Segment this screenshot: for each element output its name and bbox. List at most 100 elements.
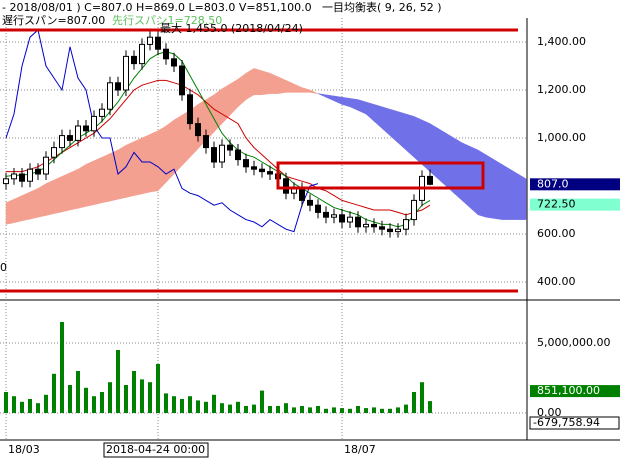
candle-body	[347, 216, 353, 223]
candle-body	[243, 159, 249, 168]
volume-bar	[372, 407, 376, 413]
cloud-segment	[245, 67, 255, 101]
volume-bar	[212, 394, 216, 413]
candle-body	[155, 36, 161, 50]
candle-body	[123, 55, 129, 91]
candle-body	[251, 166, 257, 170]
y-tick-label: 1,000.00	[537, 131, 586, 144]
candle-body	[51, 147, 57, 158]
volume-bar	[164, 393, 168, 413]
cloud-segment	[101, 153, 111, 204]
lagging-span: 遅行スパン=807.00	[2, 14, 105, 27]
cloud-segment	[501, 163, 511, 220]
candle-body	[219, 144, 225, 163]
volume-bar	[172, 396, 176, 413]
volume-bar	[92, 396, 96, 413]
volume-bar	[204, 401, 208, 413]
cloud-segment	[405, 113, 415, 158]
candle-body	[115, 82, 121, 91]
candle-body	[379, 226, 385, 230]
volume-bar	[140, 379, 144, 413]
span-price-label-box	[530, 198, 620, 211]
volume-bar	[428, 401, 432, 413]
cloud-segment	[141, 134, 151, 195]
volume-bar	[100, 392, 104, 413]
candle-body	[75, 125, 81, 141]
candle-body	[27, 168, 33, 182]
candle-body	[195, 123, 201, 137]
volume-bar	[404, 404, 408, 413]
candle-body	[163, 48, 169, 60]
volume-bar	[260, 390, 264, 413]
leading-span: 先行スパン1=728.50	[112, 14, 222, 27]
cloud-segment	[509, 168, 519, 220]
candle-body	[403, 219, 409, 230]
volume-bar	[180, 399, 184, 413]
drawn-box	[276, 161, 485, 190]
volume-bar	[132, 371, 136, 413]
x-tick-label: 2018-04-24 00:00	[106, 443, 205, 456]
candle-body	[371, 223, 377, 228]
volume-bar	[324, 408, 328, 413]
candle-body	[395, 228, 401, 233]
candle-body	[227, 144, 233, 151]
cloud-segment	[309, 89, 319, 94]
cloud-segment	[253, 68, 263, 96]
candle-body	[331, 214, 337, 218]
cloud-segment	[469, 146, 479, 216]
cloud-segment	[453, 137, 463, 201]
last-price-label-box	[530, 178, 620, 191]
cloud-segment	[269, 72, 279, 94]
y-tick-label: 400.00	[537, 275, 576, 288]
volume-bar	[364, 408, 368, 413]
candle-body	[339, 214, 345, 223]
volume-bar	[236, 401, 240, 413]
cloud-segment	[173, 114, 183, 175]
volume-bar	[36, 403, 40, 413]
cloud-segment	[93, 156, 103, 206]
volume-bar	[220, 403, 224, 413]
last-volume-label: 851,100.00	[537, 384, 600, 397]
candle-body	[187, 94, 193, 125]
candle-body	[19, 173, 25, 182]
cloud-segment	[13, 195, 23, 224]
last-volume-label-box	[530, 385, 620, 398]
cloud-segment	[53, 176, 63, 214]
cloud-segment	[517, 173, 527, 220]
candle-body	[307, 199, 313, 206]
volume-bar	[228, 404, 232, 413]
cloud-segment	[77, 163, 87, 209]
y-tick-label: 600.00	[537, 227, 576, 240]
volume-bar	[68, 385, 72, 413]
candle-body	[363, 223, 369, 228]
volume-bar	[284, 403, 288, 413]
cloud-segment	[133, 137, 143, 196]
candle-body	[147, 36, 153, 45]
candle-body	[35, 168, 41, 175]
volume-bar	[12, 396, 16, 413]
cloud-segment	[157, 125, 167, 192]
volume-bar	[76, 371, 80, 413]
cloud-segment	[413, 116, 423, 165]
last-price-label: 807.0	[537, 177, 569, 190]
volume-bar	[388, 408, 392, 413]
candle-body	[259, 168, 265, 173]
volume-bar	[44, 394, 48, 413]
cloud-segment	[261, 70, 271, 96]
cloud-segment	[485, 154, 495, 219]
volume-bar	[196, 400, 200, 413]
volume-bar	[124, 385, 128, 413]
candle-body	[99, 108, 105, 117]
x-tick-label: 18/03	[8, 443, 40, 456]
volume-bar	[28, 399, 32, 413]
volume-bar	[396, 407, 400, 413]
volume-bar	[412, 392, 416, 413]
cloud-segment	[461, 142, 471, 209]
cloud-segment	[69, 168, 79, 211]
candle-body	[323, 211, 329, 218]
header-info: - 2018/08/01 ) C=807.0 H=869.0 L=803.0 V…	[2, 1, 312, 14]
cloud-segment	[61, 172, 71, 213]
candle-body	[139, 43, 145, 65]
candle-body	[107, 82, 113, 110]
